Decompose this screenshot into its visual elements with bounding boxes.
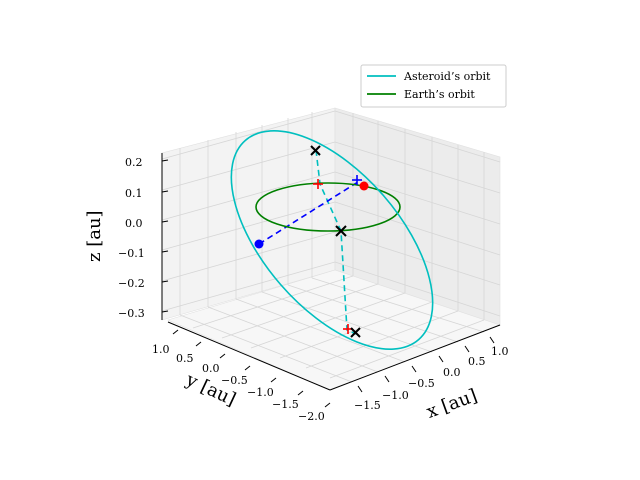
z-axis-label: z [au] (84, 210, 105, 262)
earth-orbit (255, 182, 401, 232)
y-tick-label: −1.0 (247, 386, 274, 399)
y-tick-label: 1.0 (152, 343, 170, 356)
y-tick-label: 0.0 (202, 362, 220, 375)
z-tick-label: −0.2 (118, 277, 145, 290)
x-tick-label: 0.0 (443, 366, 461, 379)
blue-plus-marker (352, 175, 362, 185)
y-tick-label: −1.5 (272, 398, 299, 411)
y-tick-label: −2.0 (298, 410, 325, 423)
z-tick-label: 0.2 (125, 156, 143, 169)
x-axis-line (329, 324, 501, 391)
red-plus-marker (313, 179, 323, 189)
red-dot-marker (359, 181, 369, 191)
legend-label-earth: Earth’s orbit (404, 88, 475, 101)
asteroid-orbit (230, 130, 434, 350)
z-tick-label: −0.1 (118, 247, 145, 260)
y-tick-label: −0.5 (221, 374, 248, 387)
z-tick-labels: 0.2 0.1 0.0 −0.1 −0.2 −0.3 (118, 156, 145, 320)
blue-dot-marker (254, 239, 264, 249)
z-tick-label: −0.3 (118, 307, 145, 320)
z-tick-label: 0.1 (125, 187, 143, 200)
y-axis-line (167, 321, 331, 391)
x-tick-label: −1.0 (382, 389, 409, 402)
legend-box (360, 64, 507, 108)
y-tick-labels: 1.0 0.5 0.0 −0.5 −1.0 −1.5 −2.0 (152, 343, 325, 423)
axis-lines (161, 153, 501, 391)
tick-marks (161, 159, 495, 408)
x-tick-label: 0.5 (468, 355, 486, 368)
y-tick-label: 0.5 (176, 352, 194, 365)
x-tick-label: −1.5 (354, 399, 381, 412)
legend-label-asteroid: Asteroid’s orbit (403, 70, 491, 83)
black-cross-marker (310, 145, 321, 156)
x-tick-labels: −1.5 −1.0 −0.5 0.0 0.5 1.0 (354, 345, 509, 412)
black-cross-marker (335, 225, 347, 237)
black-cross-markers (310, 145, 361, 338)
x-tick-label: 1.0 (491, 345, 509, 358)
z-tick-label: 0.0 (125, 217, 143, 230)
legend: Asteroid’s orbit Earth’s orbit (360, 64, 507, 108)
black-cross-marker (350, 327, 361, 338)
x-tick-label: −0.5 (408, 377, 435, 390)
x-axis-label: x [au] (424, 385, 480, 423)
